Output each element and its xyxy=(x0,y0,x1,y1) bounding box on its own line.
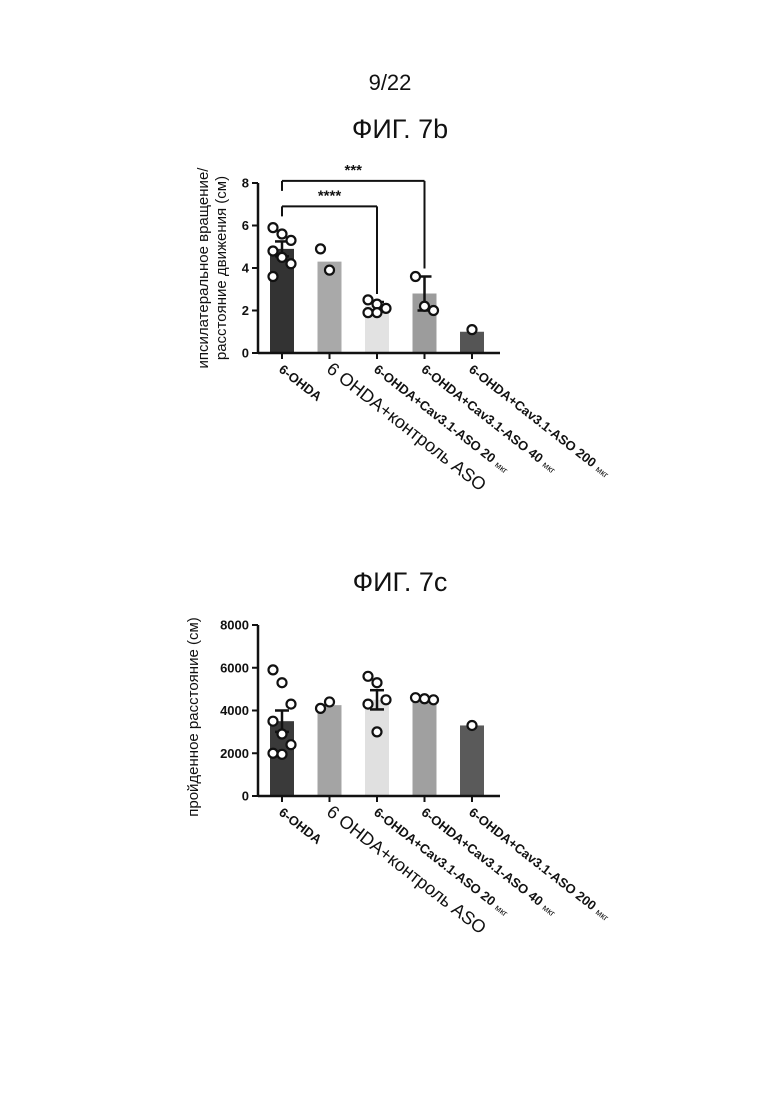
data-point xyxy=(287,700,296,709)
data-point xyxy=(364,672,373,681)
y-tick-label: 6 xyxy=(242,218,249,233)
chart-7b: 024686-OHDA6 OHDA+контроль ASO6-OHDA+Cav… xyxy=(0,150,780,550)
data-point xyxy=(411,693,420,702)
y-tick-label: 2000 xyxy=(220,746,249,761)
data-point xyxy=(278,730,287,739)
data-point xyxy=(287,236,296,245)
data-point xyxy=(325,697,334,706)
data-point xyxy=(373,678,382,687)
data-point xyxy=(411,272,420,281)
data-point xyxy=(382,304,391,313)
data-point xyxy=(269,749,278,758)
data-point xyxy=(269,223,278,232)
significance-label: **** xyxy=(318,187,342,204)
data-point xyxy=(278,253,287,262)
category-name: 6-OHDA xyxy=(276,805,325,848)
category-unit: мкг xyxy=(541,459,558,476)
data-point xyxy=(269,717,278,726)
data-point xyxy=(364,308,373,317)
data-point xyxy=(468,721,477,730)
figure-7b-title: ФИГ. 7b xyxy=(10,114,780,145)
category-name: 6-OHDA xyxy=(276,362,325,405)
y-axis-label: ипсилатеральное вращение/ xyxy=(195,167,212,369)
y-tick-label: 4 xyxy=(242,261,250,276)
data-point xyxy=(382,695,391,704)
data-point xyxy=(364,700,373,709)
y-tick-label: 0 xyxy=(242,789,249,804)
bar xyxy=(318,705,342,796)
y-tick-label: 8000 xyxy=(220,618,249,633)
category-unit: мкг xyxy=(541,902,558,919)
data-point xyxy=(269,665,278,674)
bar xyxy=(365,700,389,796)
data-point xyxy=(316,704,325,713)
data-point xyxy=(364,295,373,304)
category-unit: мкг xyxy=(493,459,510,476)
data-point xyxy=(429,695,438,704)
data-point xyxy=(287,259,296,268)
data-point xyxy=(420,302,429,311)
category-unit: мкг xyxy=(594,907,611,924)
y-tick-label: 4000 xyxy=(220,703,249,718)
data-point xyxy=(420,694,429,703)
chart-7c: 020004000600080006-OHDA6 OHDA+контроль A… xyxy=(0,605,780,1005)
x-tick-label: 6-OHDA xyxy=(276,362,325,405)
y-tick-label: 6000 xyxy=(220,660,249,675)
data-point xyxy=(373,308,382,317)
x-tick-label: 6-OHDA xyxy=(276,805,325,848)
data-point xyxy=(287,740,296,749)
bar xyxy=(413,698,437,796)
data-point xyxy=(429,306,438,315)
data-point xyxy=(316,244,325,253)
y-axis-label: пройденное расстояние (см) xyxy=(185,617,202,817)
page-number: 9/22 xyxy=(0,70,780,96)
bar xyxy=(460,725,484,796)
y-tick-label: 0 xyxy=(242,346,249,361)
data-point xyxy=(278,230,287,239)
data-point xyxy=(373,727,382,736)
y-tick-label: 2 xyxy=(242,303,249,318)
category-unit: мкг xyxy=(493,902,510,919)
data-point xyxy=(269,272,278,281)
data-point xyxy=(468,325,477,334)
category-unit: мкг xyxy=(594,464,611,481)
data-point xyxy=(278,678,287,687)
data-point xyxy=(325,266,334,275)
figure-7c-title: ФИГ. 7c xyxy=(10,567,780,598)
significance-label: *** xyxy=(344,162,362,179)
data-point xyxy=(278,750,287,759)
y-tick-label: 8 xyxy=(242,176,249,191)
data-point xyxy=(269,247,278,256)
y-axis-label: расстояние движения (см) xyxy=(213,176,230,360)
